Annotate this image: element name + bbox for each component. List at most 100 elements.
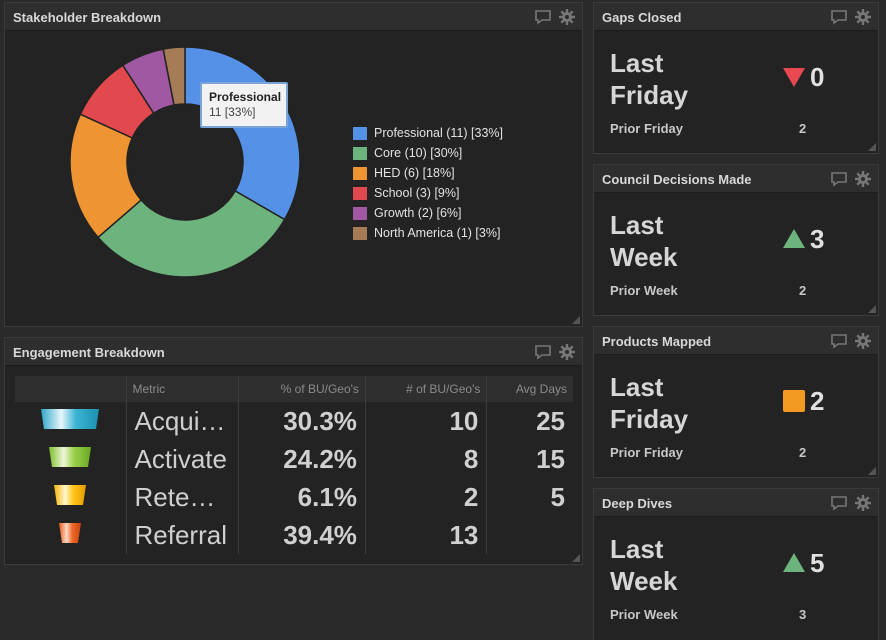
kpi-value: 3	[810, 224, 825, 254]
panel-title: Gaps Closed	[602, 10, 682, 25]
metric-name: Referral	[126, 516, 239, 554]
metric-days: 5	[550, 481, 565, 512]
comment-icon[interactable]	[534, 8, 552, 26]
resize-handle-icon[interactable]	[868, 305, 876, 313]
kpi-period-line2: Friday	[610, 404, 689, 434]
kpi-period-line1: Last	[610, 372, 664, 402]
kpi-period-line1: Last	[610, 534, 664, 564]
kpi-prior-label: Prior Friday	[610, 121, 683, 136]
metric-count: 2	[365, 478, 488, 516]
header-icons	[830, 494, 872, 512]
kpi-prior-value: 2	[799, 445, 807, 460]
table-row[interactable]: Referral 39.4% 13	[15, 516, 573, 554]
chart-legend: Professional (11) [33%] Core (10) [30%] …	[353, 123, 503, 243]
up-triangle-icon	[783, 553, 805, 572]
metric-pct: 6.1%	[238, 478, 366, 516]
column-header-days[interactable]: Avg Days	[486, 376, 573, 402]
metric-name: Rete…	[126, 478, 239, 516]
column-header-metric[interactable]: Metric	[126, 376, 239, 402]
legend-label: North America (1) [3%]	[374, 226, 501, 240]
tooltip-title: Professional	[209, 90, 282, 104]
legend-item-core[interactable]: Core (10) [30%]	[353, 143, 503, 163]
panel-title: Deep Dives	[602, 496, 673, 511]
donut-slice-north-america[interactable]	[162, 46, 186, 106]
funnel-stage-1-icon	[41, 408, 100, 429]
table-header-row: Metric % of BU/Geo's # of BU/Geo's Avg D…	[15, 376, 573, 402]
gear-icon[interactable]	[854, 332, 872, 350]
comment-icon[interactable]	[534, 343, 552, 361]
kpi-period-line1: Last	[610, 48, 664, 78]
resize-handle-icon[interactable]	[868, 143, 876, 151]
metric-name: Activate	[126, 440, 239, 478]
funnel-stage-2-icon	[49, 446, 92, 467]
column-header-pct[interactable]: % of BU/Geo's	[238, 376, 366, 402]
kpi-prior-value: 2	[799, 283, 807, 298]
legend-swatch	[353, 186, 367, 200]
funnel-cell	[15, 402, 127, 440]
donut-slice-professional[interactable]	[184, 46, 301, 221]
header-icons	[830, 170, 872, 188]
metric-days: 15	[536, 443, 565, 474]
resize-handle-icon[interactable]	[868, 467, 876, 475]
table-row[interactable]: Activate 24.2% 8 15	[15, 440, 573, 478]
resize-handle-icon[interactable]	[572, 554, 580, 562]
legend-item-professional[interactable]: Professional (11) [33%]	[353, 123, 503, 143]
table-row[interactable]: Acqui… 30.3% 10 25	[15, 402, 573, 440]
kpi-council-decisions: Council Decisions Made Last Week 3 Prior …	[593, 164, 879, 316]
legend-label: Core (10) [30%]	[374, 146, 463, 160]
panel-header: Products Mapped	[594, 327, 878, 355]
kpi-prior-label: Prior Friday	[610, 445, 683, 460]
legend-item-hed[interactable]: HED (6) [18%]	[353, 163, 503, 183]
gear-icon[interactable]	[854, 494, 872, 512]
kpi-deep-dives: Deep Dives Last Week 5 Prior Week 3	[593, 488, 879, 640]
comment-icon[interactable]	[830, 332, 848, 350]
legend-item-growth[interactable]: Growth (2) [6%]	[353, 203, 503, 223]
metric-pct: 30.3%	[238, 402, 366, 440]
gear-icon[interactable]	[558, 343, 576, 361]
column-header-count[interactable]: # of BU/Geo's	[365, 376, 488, 402]
funnel-cell	[15, 516, 127, 554]
metric-name: Acqui…	[126, 402, 239, 440]
kpi-period-line2: Week	[610, 566, 678, 596]
donut-chart	[69, 30, 320, 305]
funnel-cell	[15, 440, 127, 478]
kpi-value: 2	[810, 386, 825, 416]
gear-icon[interactable]	[854, 8, 872, 26]
donut-slice-core[interactable]	[97, 189, 286, 278]
kpi-period: Last Friday	[610, 371, 730, 435]
legend-item-north-america[interactable]: North America (1) [3%]	[353, 223, 503, 243]
header-icons	[534, 8, 576, 26]
legend-swatch	[353, 166, 367, 180]
metric-pct: 39.4%	[238, 516, 366, 554]
panel-title: Stakeholder Breakdown	[13, 10, 162, 25]
kpi-period: Last Week	[610, 209, 730, 273]
engagement-table: Metric % of BU/Geo's # of BU/Geo's Avg D…	[15, 376, 573, 554]
panel-title: Council Decisions Made	[602, 172, 752, 187]
kpi-gaps-closed: Gaps Closed Last Friday 0 Prior Friday 2	[593, 2, 879, 154]
funnel-cell	[15, 478, 127, 516]
comment-icon[interactable]	[830, 170, 848, 188]
comment-icon[interactable]	[830, 8, 848, 26]
panel-header: Engagement Breakdown	[5, 338, 582, 366]
legend-swatch	[353, 146, 367, 160]
legend-swatch	[353, 206, 367, 220]
resize-handle-icon[interactable]	[572, 316, 580, 324]
metric-pct: 24.2%	[238, 440, 366, 478]
panel-title: Engagement Breakdown	[13, 345, 165, 360]
kpi-prior-label: Prior Week	[610, 283, 678, 298]
kpi-period: Last Friday	[610, 47, 730, 111]
up-triangle-icon	[783, 229, 805, 248]
comment-icon[interactable]	[830, 494, 848, 512]
header-icons	[830, 332, 872, 350]
legend-label: Growth (2) [6%]	[374, 206, 462, 220]
panel-header: Council Decisions Made	[594, 165, 878, 193]
kpi-period-line2: Week	[610, 242, 678, 272]
gear-icon[interactable]	[854, 170, 872, 188]
metric-days: 25	[536, 405, 565, 436]
legend-item-school[interactable]: School (3) [9%]	[353, 183, 503, 203]
legend-swatch	[353, 126, 367, 140]
funnel-stage-3-icon	[54, 484, 87, 505]
gear-icon[interactable]	[558, 8, 576, 26]
column-header-icon	[15, 376, 127, 402]
table-row[interactable]: Rete… 6.1% 2 5	[15, 478, 573, 516]
